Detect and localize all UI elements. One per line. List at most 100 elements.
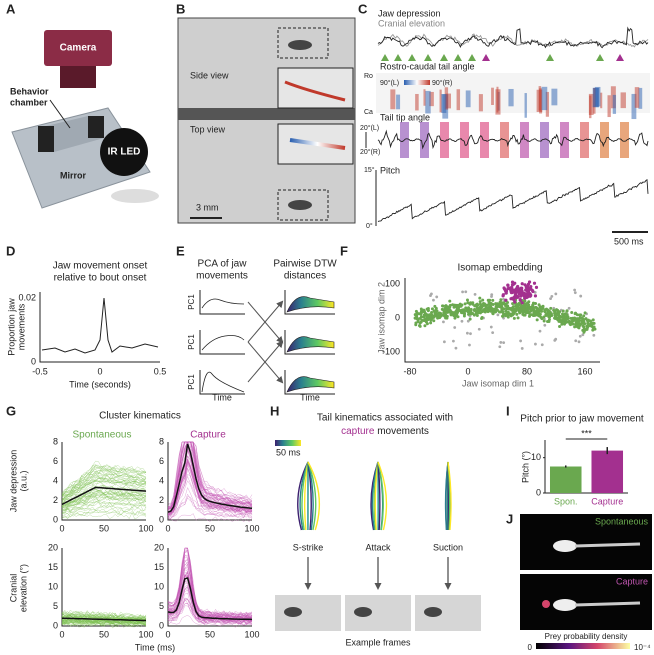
point (515, 303, 519, 307)
tick-label: -100 (382, 346, 400, 356)
point (567, 306, 571, 310)
trace (61, 612, 147, 622)
point (469, 332, 472, 336)
point (554, 314, 558, 318)
tail (307, 461, 314, 531)
fish (553, 599, 577, 611)
point (519, 339, 523, 343)
point (573, 288, 577, 292)
point (552, 308, 556, 312)
axis-label: Jaw isomap dim 2 (376, 282, 386, 354)
point (509, 314, 513, 318)
point (510, 283, 515, 287)
point (562, 322, 566, 326)
title: Cluster kinematics (99, 411, 181, 422)
point (575, 313, 579, 317)
axis-label: Pitch (°) (520, 451, 530, 483)
point (489, 309, 493, 313)
point (464, 290, 468, 294)
label: Side view (190, 70, 229, 80)
point (469, 301, 473, 305)
tick-label: -80 (403, 366, 416, 376)
tick-label: 15 (154, 562, 164, 572)
point (418, 316, 422, 320)
trace (61, 492, 147, 508)
point (510, 296, 514, 300)
point (454, 346, 458, 350)
point (499, 341, 503, 344)
panel-label: J (506, 511, 513, 526)
point (546, 308, 550, 312)
point (502, 312, 506, 316)
label: 500 ms (614, 236, 644, 246)
point (520, 282, 524, 286)
point (501, 293, 505, 297)
label: Example frames (345, 637, 411, 647)
point (533, 294, 538, 298)
tracking (289, 138, 346, 150)
tail (303, 461, 309, 531)
point (582, 318, 586, 322)
heat-streak (456, 89, 461, 111)
title: Pitch prior to jaw movement (520, 414, 644, 425)
point (455, 311, 459, 315)
point (481, 301, 485, 305)
point (416, 318, 420, 322)
chamber-wall (88, 116, 104, 138)
panel-c: C Jaw depression Cranial elevation Rostr… (358, 1, 650, 246)
axis-label: PC1 (187, 334, 196, 350)
point (516, 306, 520, 310)
point (422, 308, 426, 312)
point (524, 285, 528, 289)
point (502, 297, 505, 301)
heat-streak (545, 91, 549, 117)
point (582, 314, 586, 318)
heat-streak (539, 88, 543, 114)
point (543, 323, 547, 327)
trace (61, 500, 147, 514)
tick-label: 80 (522, 366, 532, 376)
trace (167, 441, 253, 508)
tick-label: 20 (48, 542, 58, 552)
point (532, 281, 537, 285)
point (432, 319, 436, 323)
trace (61, 478, 147, 501)
heat-streak (496, 86, 499, 113)
heat-streak (465, 90, 471, 108)
axis-label: Jaw depression (8, 450, 18, 513)
point (487, 302, 491, 306)
label: S-strike (293, 542, 324, 552)
panel-label: C (358, 1, 368, 16)
label: Pitch (380, 165, 400, 175)
title: PCA of jaw (198, 259, 248, 270)
point (520, 347, 524, 350)
point (501, 314, 505, 318)
tick-label: 0 (165, 629, 170, 639)
dtw-area (286, 376, 335, 393)
label: Ca (364, 109, 373, 116)
trace (167, 603, 253, 626)
label: 20°(R) (360, 148, 380, 156)
point (422, 315, 426, 319)
axes (284, 370, 335, 395)
trace (167, 497, 253, 518)
label: 0° (366, 222, 373, 230)
trace (61, 508, 147, 518)
point (468, 317, 472, 321)
point (449, 313, 453, 317)
fish (424, 607, 442, 617)
tick-label: 4 (53, 475, 58, 485)
title: Pairwise DTW (273, 259, 337, 270)
point (486, 310, 490, 314)
point (480, 315, 484, 319)
point (498, 303, 502, 307)
marker (440, 54, 448, 61)
label: Mirror (60, 170, 87, 180)
label: Rostro-caudal tail angle (380, 61, 475, 71)
axes (61, 442, 146, 521)
trace (377, 33, 649, 48)
tick-label: 50 (99, 629, 109, 639)
point (477, 327, 481, 331)
point (535, 318, 539, 322)
tail (377, 461, 388, 531)
